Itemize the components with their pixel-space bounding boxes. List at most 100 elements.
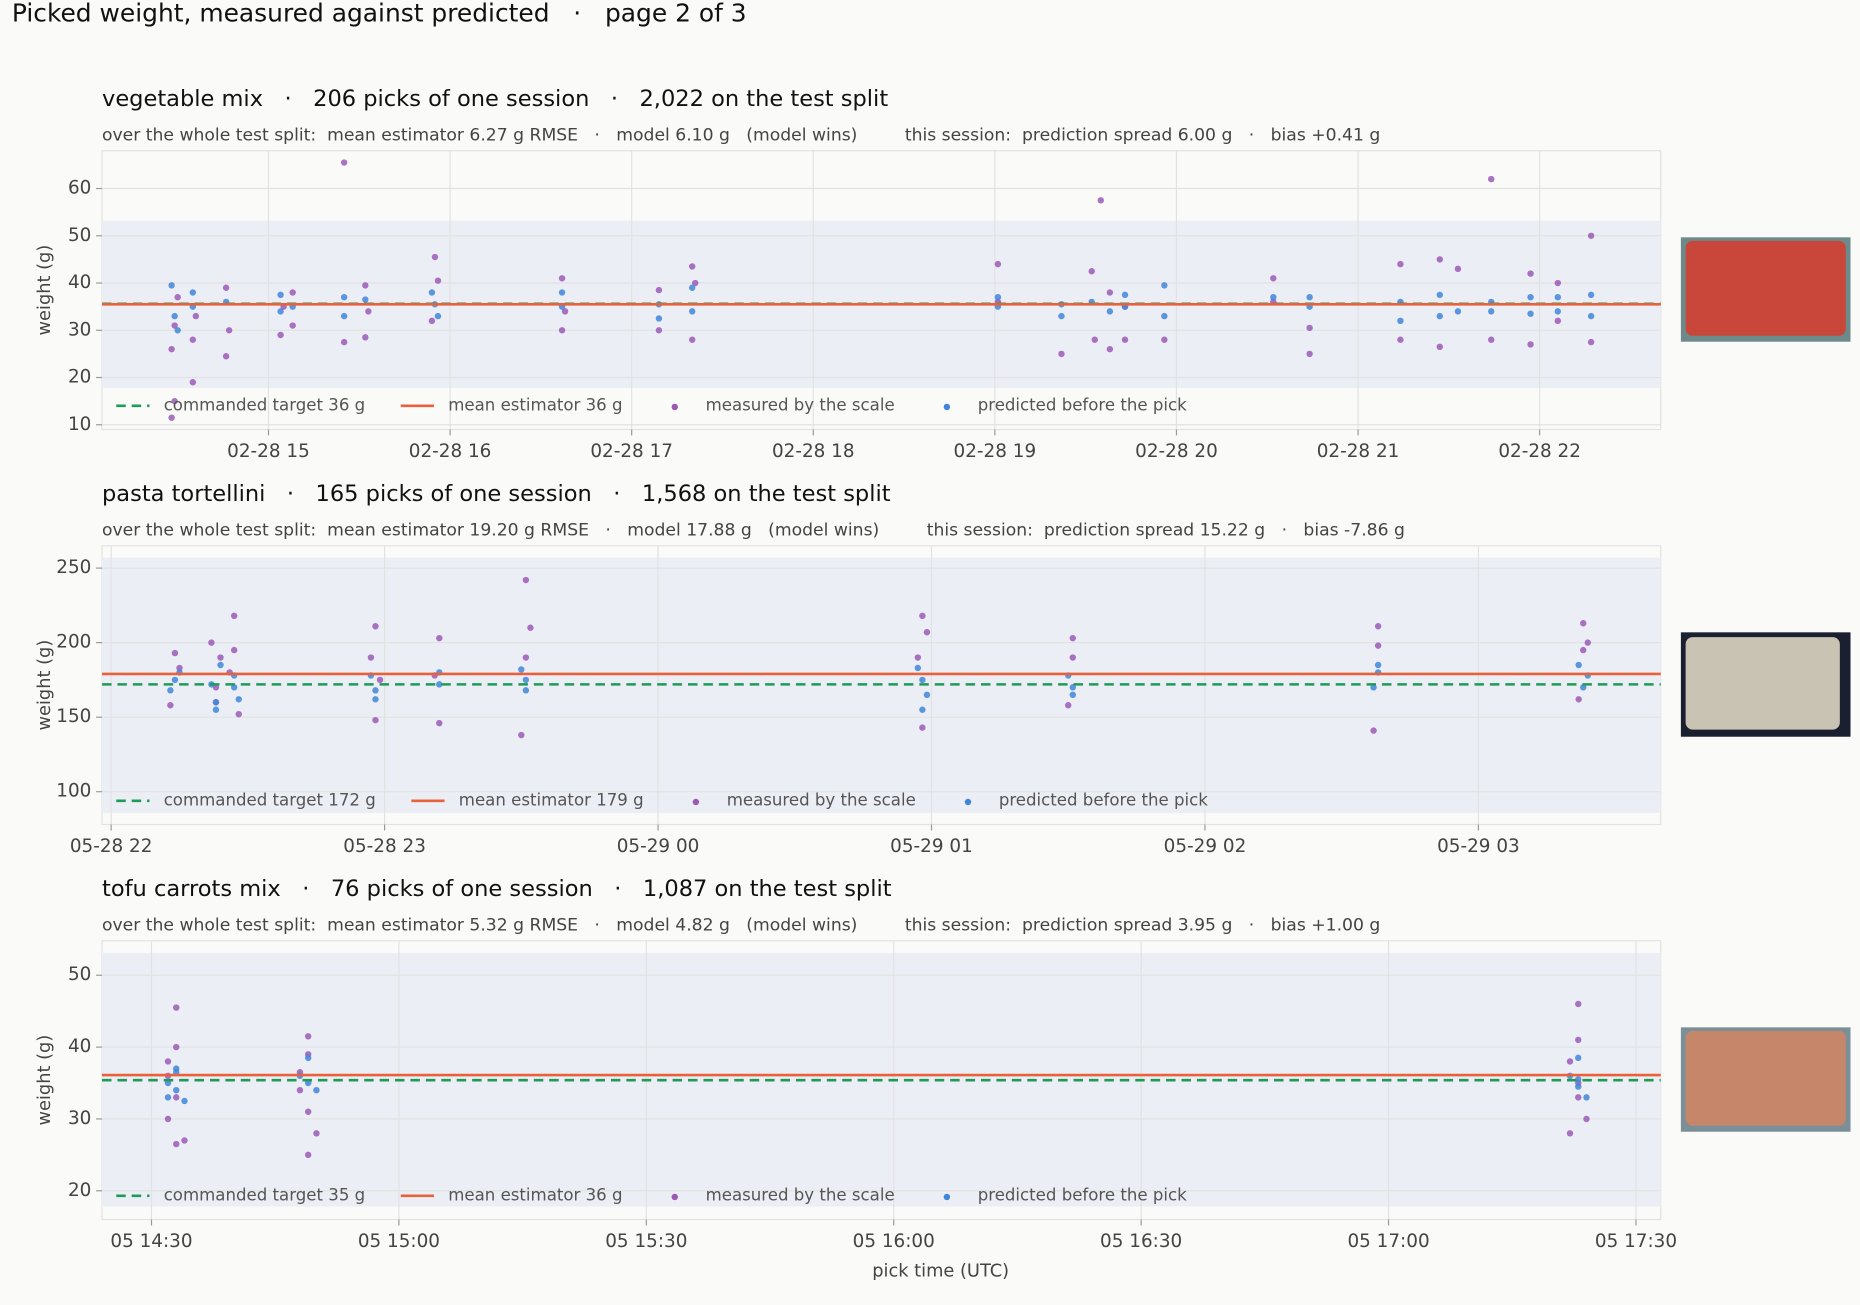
point bbox=[923, 628, 931, 636]
point bbox=[168, 282, 175, 289]
point bbox=[1106, 308, 1114, 315]
legend-label: measured by the scale bbox=[727, 790, 916, 809]
y-axis-label: weight (g) bbox=[34, 245, 55, 336]
point bbox=[1527, 293, 1534, 301]
point bbox=[434, 277, 442, 284]
x-axis-label: pick time (UTC) bbox=[872, 1261, 1009, 1282]
point bbox=[168, 345, 175, 353]
x-tick-label: 02-28 21 bbox=[1317, 441, 1400, 462]
point bbox=[1575, 1083, 1582, 1090]
point bbox=[1575, 1000, 1582, 1008]
point bbox=[1436, 291, 1443, 299]
legend-label: predicted before the pick bbox=[978, 395, 1187, 414]
y-tick-label: 150 bbox=[56, 706, 91, 727]
point bbox=[1488, 175, 1495, 183]
point bbox=[558, 275, 566, 282]
point bbox=[1587, 338, 1595, 346]
legend-label: measured by the scale bbox=[706, 395, 895, 414]
subtitle: this session: prediction spread 3.95 g ·… bbox=[905, 915, 1380, 935]
point bbox=[994, 293, 1002, 301]
point bbox=[289, 289, 296, 296]
point bbox=[296, 1086, 304, 1094]
y-tick-label: 20 bbox=[68, 367, 91, 388]
x-tick-label: 05-28 23 bbox=[343, 836, 426, 857]
legend-label: predicted before the pick bbox=[978, 1185, 1187, 1204]
point bbox=[1566, 1058, 1574, 1065]
point bbox=[431, 253, 439, 261]
point bbox=[230, 684, 238, 691]
point bbox=[923, 691, 931, 699]
point bbox=[1488, 336, 1495, 343]
point bbox=[688, 284, 696, 291]
y-tick-label: 100 bbox=[56, 781, 91, 802]
point bbox=[181, 1137, 188, 1144]
point bbox=[171, 322, 178, 329]
point bbox=[655, 315, 663, 322]
point bbox=[212, 684, 220, 691]
point bbox=[1097, 197, 1104, 204]
legend-label: measured by the scale bbox=[706, 1185, 895, 1204]
point bbox=[289, 322, 296, 329]
y-tick-label: 30 bbox=[68, 319, 91, 340]
point bbox=[362, 334, 369, 341]
point bbox=[1306, 324, 1313, 332]
point bbox=[994, 260, 1002, 268]
point bbox=[372, 687, 379, 694]
subtitle: this session: prediction spread 6.00 g ·… bbox=[905, 125, 1380, 145]
point bbox=[688, 263, 696, 270]
point bbox=[1436, 256, 1443, 263]
point bbox=[1454, 265, 1462, 273]
x-tick-label: 05 14:30 bbox=[110, 1231, 192, 1252]
tray-image bbox=[1685, 240, 1846, 336]
legend-swatch bbox=[671, 403, 678, 411]
x-tick-label: 05 17:00 bbox=[1347, 1231, 1429, 1252]
point bbox=[1583, 1115, 1590, 1123]
x-tick-label: 02-28 17 bbox=[590, 441, 673, 462]
point bbox=[313, 1086, 320, 1094]
point bbox=[1306, 350, 1313, 358]
legend-label: commanded target 172 g bbox=[164, 790, 376, 809]
subtitle: this session: prediction spread 15.22 g … bbox=[927, 520, 1405, 540]
point bbox=[189, 379, 197, 386]
y-tick-label: 10 bbox=[68, 414, 91, 435]
point bbox=[313, 1130, 320, 1137]
point bbox=[1374, 661, 1382, 669]
point bbox=[230, 612, 238, 620]
point bbox=[164, 1058, 172, 1065]
point bbox=[1374, 642, 1382, 649]
point bbox=[372, 716, 379, 724]
point bbox=[1575, 1036, 1582, 1044]
y-tick-label: 20 bbox=[68, 1180, 91, 1201]
point bbox=[1270, 293, 1277, 301]
point bbox=[167, 687, 174, 694]
y-tick-label: 200 bbox=[56, 632, 91, 653]
legend-swatch bbox=[964, 798, 972, 806]
point bbox=[1069, 634, 1076, 642]
x-tick-label: 02-28 18 bbox=[772, 441, 855, 462]
legend-label: predicted before the pick bbox=[999, 790, 1208, 809]
point bbox=[173, 1094, 180, 1101]
point bbox=[1397, 260, 1404, 268]
x-tick-label: 05 16:30 bbox=[1100, 1231, 1182, 1252]
point bbox=[173, 1086, 180, 1094]
point bbox=[173, 1043, 180, 1051]
point bbox=[428, 289, 436, 296]
point bbox=[655, 327, 663, 334]
point bbox=[436, 681, 443, 688]
point bbox=[1106, 345, 1114, 353]
point bbox=[362, 296, 369, 303]
point bbox=[1488, 308, 1495, 315]
point bbox=[217, 661, 224, 669]
point bbox=[1527, 270, 1534, 277]
y-axis-label: weight (g) bbox=[34, 640, 55, 731]
point bbox=[372, 623, 379, 630]
point bbox=[1587, 232, 1595, 239]
y-tick-label: 50 bbox=[68, 225, 91, 246]
point bbox=[1370, 727, 1377, 734]
point bbox=[434, 312, 442, 320]
y-tick-label: 250 bbox=[56, 557, 91, 578]
point bbox=[171, 312, 178, 320]
subtitle: over the whole test split: mean estimato… bbox=[102, 125, 857, 145]
legend-label: mean estimator 179 g bbox=[459, 790, 644, 809]
point bbox=[340, 293, 348, 301]
